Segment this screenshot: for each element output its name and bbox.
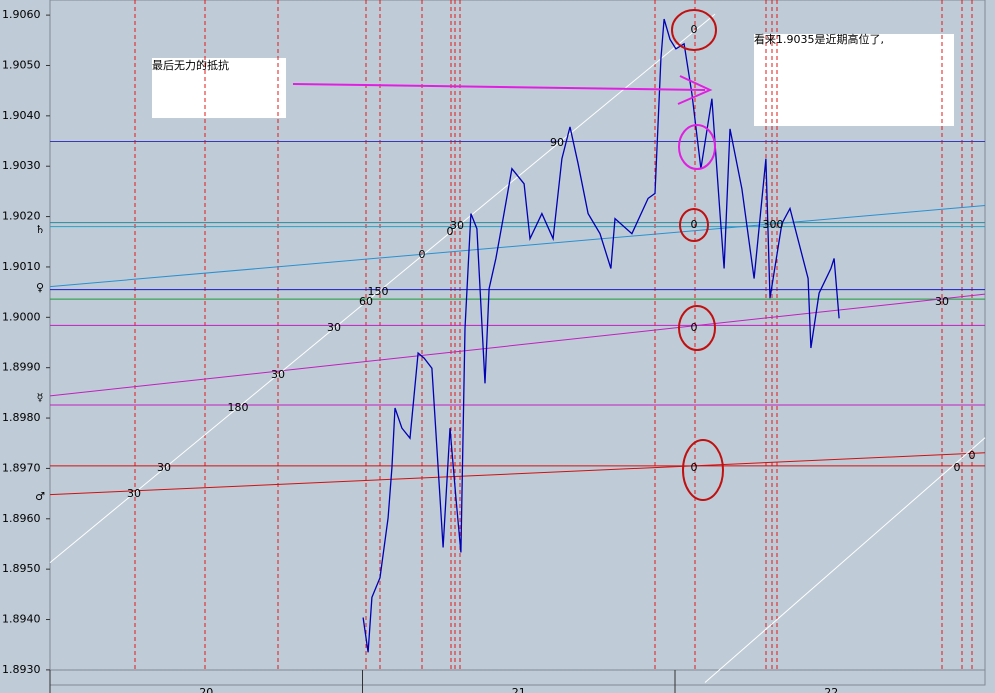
angle-label: 30 [271,368,285,381]
y-tick-label: 1.8940 [2,613,41,626]
angle-label: 0 [419,248,426,261]
trendline [49,293,986,397]
x-tick-label: 20 [199,686,213,693]
angle-label: 30 [157,461,171,474]
x-tick-label: 21 [512,686,526,693]
y-tick-label: 1.9010 [2,260,41,273]
highlight-ellipse [679,208,709,242]
angle-label: 30 [327,321,341,334]
y-tick-label: 1.8990 [2,361,41,374]
y-tick-label: 1.9040 [2,109,41,122]
note-box [152,58,286,118]
y-tick-label: 1.9060 [2,8,41,21]
angle-label: 0 [954,461,961,474]
angle-label: 0 [691,218,698,231]
y-tick-label: 1.8930 [2,663,41,676]
y-tick-label: 1.8960 [2,512,41,525]
trendline [49,205,986,288]
planet-symbol: ♄ [35,223,45,236]
y-tick-label: 1.8970 [2,461,41,474]
trendline [49,452,986,496]
note-box [754,34,954,126]
price-line [362,18,840,653]
angle-label: 150 [368,285,389,298]
x-tick-label: 22 [824,686,838,693]
angle-label: 60 [359,295,373,308]
planet-symbol: ♀ [36,281,44,294]
angle-label: 0 [969,449,976,462]
angle-label: 30 [127,487,141,500]
angle-label: 30 [935,295,949,308]
y-tick-label: 1.9030 [2,159,41,172]
highlight-circle [678,124,716,170]
y-tick-label: 1.8950 [2,562,41,575]
note: 看来1.9035是近期高位了, [754,32,884,46]
angle-label: 0 [691,23,698,36]
highlight-ellipse [682,439,724,501]
highlight-ellipse [671,9,717,51]
planet-symbol: ☿ [37,391,44,404]
angle-label: 0 [447,225,454,238]
angle-label: 180 [228,401,249,414]
y-tick-label: 1.9020 [2,210,41,223]
trendline [704,437,986,683]
angle-label: 30 [450,219,464,232]
highlight-ellipse [678,305,716,351]
angle-label: 90 [550,136,564,149]
y-tick-label: 1.8980 [2,411,41,424]
trendline [49,13,716,563]
planet-symbol: ♂ [35,490,45,503]
angle-label: 300 [763,218,784,231]
angle-label: 0 [691,461,698,474]
note: 最后无力的抵抗 [152,58,229,72]
angle-label: 0 [691,321,698,334]
y-tick-label: 1.9000 [2,310,41,323]
arrow [292,75,713,105]
y-tick-label: 1.9050 [2,58,41,71]
